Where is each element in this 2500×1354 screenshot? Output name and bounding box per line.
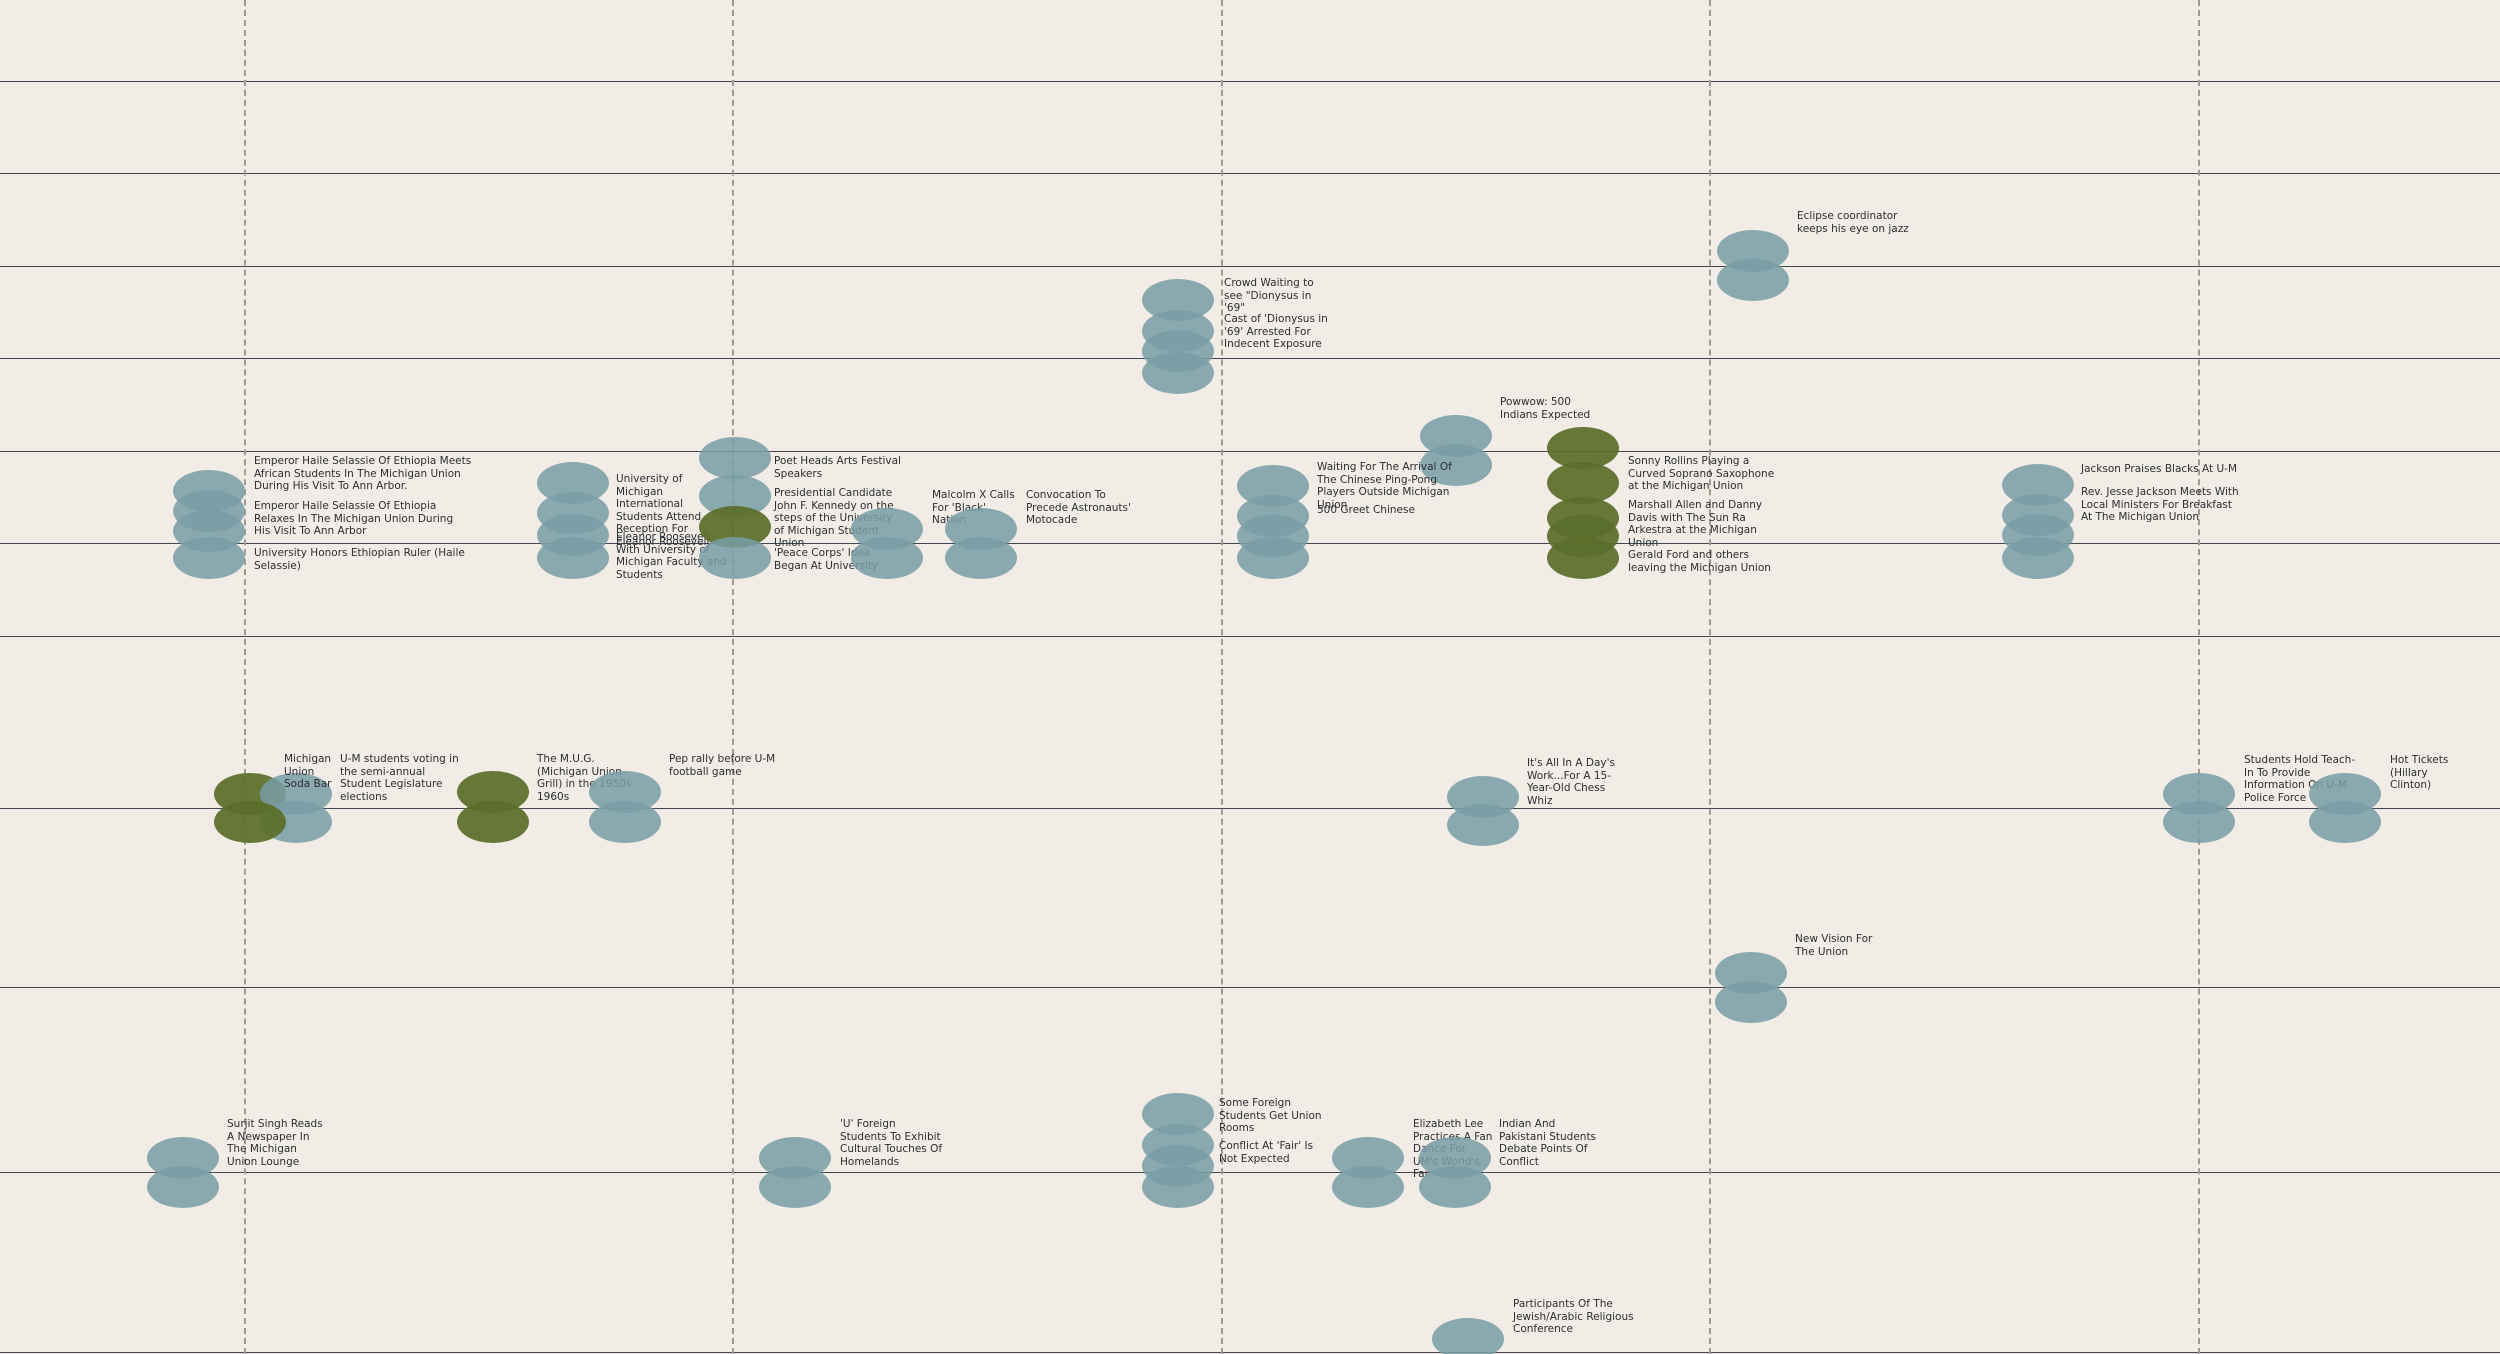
event-marker[interactable] [945, 537, 1017, 579]
event-label: U-M students voting in the semi-annual S… [340, 753, 459, 803]
event-label: The M.U.G. (Michigan Union Grill) in the… [537, 753, 636, 803]
row-line [0, 81, 2500, 82]
event-marker[interactable] [759, 1166, 831, 1208]
column-divider [1709, 0, 1711, 1354]
event-marker[interactable] [2309, 801, 2381, 843]
event-label: Surjit Singh Reads A Newspaper In The Mi… [227, 1118, 323, 1168]
event-marker-highlight[interactable] [457, 801, 529, 843]
event-label: Emperor Haile Selassie Of Ethiopia Meets… [254, 455, 472, 493]
row-line [0, 1352, 2500, 1353]
event-label: Waiting For The Arrival Of The Chinese P… [1317, 461, 1452, 511]
event-label: Michigan Union Soda Bar [284, 753, 332, 791]
column-divider [244, 0, 246, 1354]
event-marker[interactable] [851, 537, 923, 579]
event-marker[interactable] [537, 537, 609, 579]
column-divider [2198, 0, 2200, 1354]
event-marker[interactable] [147, 1166, 219, 1208]
event-label: Jackson Praises Blacks At U-M [2081, 463, 2238, 475]
event-marker[interactable] [173, 537, 245, 579]
row-line [0, 173, 2500, 174]
event-label: Hot Tickets (Hillary Clinton) [2390, 754, 2449, 792]
event-label: Participants Of The Jewish/Arabic Religi… [1513, 1298, 1634, 1336]
event-label: New Vision For The Union [1795, 933, 1873, 958]
row-line [0, 1172, 2500, 1173]
event-label: 'U' Foreign Students To Exhibit Cultural… [840, 1118, 943, 1168]
event-marker[interactable] [699, 437, 771, 479]
column-divider [732, 0, 734, 1354]
event-label: Some Foreign Students Get Union Rooms [1219, 1097, 1322, 1135]
event-marker[interactable] [1142, 352, 1214, 394]
event-marker[interactable] [1447, 804, 1519, 846]
event-label: University of Michigan International Stu… [616, 473, 711, 548]
event-marker-highlight[interactable] [1547, 537, 1619, 579]
event-marker[interactable] [1717, 259, 1789, 301]
event-label: Marshall Allen and Danny Davis with The … [1628, 499, 1763, 549]
event-marker[interactable] [1237, 537, 1309, 579]
event-label: Gerald Ford and others leaving the Michi… [1628, 549, 1771, 574]
event-label: Conflict At 'Fair' Is Not Expected [1219, 1140, 1314, 1165]
row-line [0, 636, 2500, 637]
event-marker-highlight[interactable] [214, 801, 286, 843]
event-label: It's All In A Day's Work...For A 15-Year… [1527, 757, 1615, 807]
event-marker[interactable] [2002, 537, 2074, 579]
event-label: Eleanor Roosevelt With University of Mic… [616, 531, 727, 581]
event-label: Rev. Jesse Jackson Meets With Local Mini… [2081, 486, 2239, 524]
event-marker[interactable] [1432, 1318, 1504, 1354]
event-label: Sonny Rollins Playing a Curved Soprano S… [1628, 455, 1775, 493]
event-label: Powwow: 500 Indians Expected [1500, 396, 1591, 421]
event-label: Indian And Pakistani Students Debate Poi… [1499, 1118, 1597, 1168]
event-marker[interactable] [1419, 1166, 1491, 1208]
event-label: Eclipse coordinator keeps his eye on jaz… [1797, 210, 1909, 235]
event-marker[interactable] [589, 801, 661, 843]
event-label: Emperor Haile Selassie Of Ethiopia Relax… [254, 500, 454, 538]
event-marker[interactable] [1142, 1166, 1214, 1208]
event-marker[interactable] [1715, 981, 1787, 1023]
event-label: 500 Greet Chinese [1317, 504, 1415, 516]
row-line [0, 987, 2500, 988]
row-line [0, 451, 2500, 452]
event-label: Crowd Waiting to see "Dionysus in '69" [1224, 277, 1314, 315]
row-line [0, 266, 2500, 267]
event-label: Cast of 'Dionysus in '69' Arrested For I… [1224, 313, 1328, 351]
event-label: Pep rally before U-M football game [669, 753, 776, 778]
row-line [0, 358, 2500, 359]
event-marker[interactable] [1420, 444, 1492, 486]
event-label: University Honors Ethiopian Ruler (Haile… [254, 547, 465, 572]
row-line [0, 808, 2500, 809]
event-label: 'Peace Corps' Idea Began At University [774, 547, 879, 572]
event-marker[interactable] [2163, 801, 2235, 843]
event-marker[interactable] [699, 537, 771, 579]
event-label: Poet Heads Arts Festival Speakers [774, 455, 901, 480]
event-marker[interactable] [1332, 1166, 1404, 1208]
column-divider [1221, 0, 1223, 1354]
event-label: Convocation To Precede Astronauts' Motoc… [1026, 489, 1131, 527]
